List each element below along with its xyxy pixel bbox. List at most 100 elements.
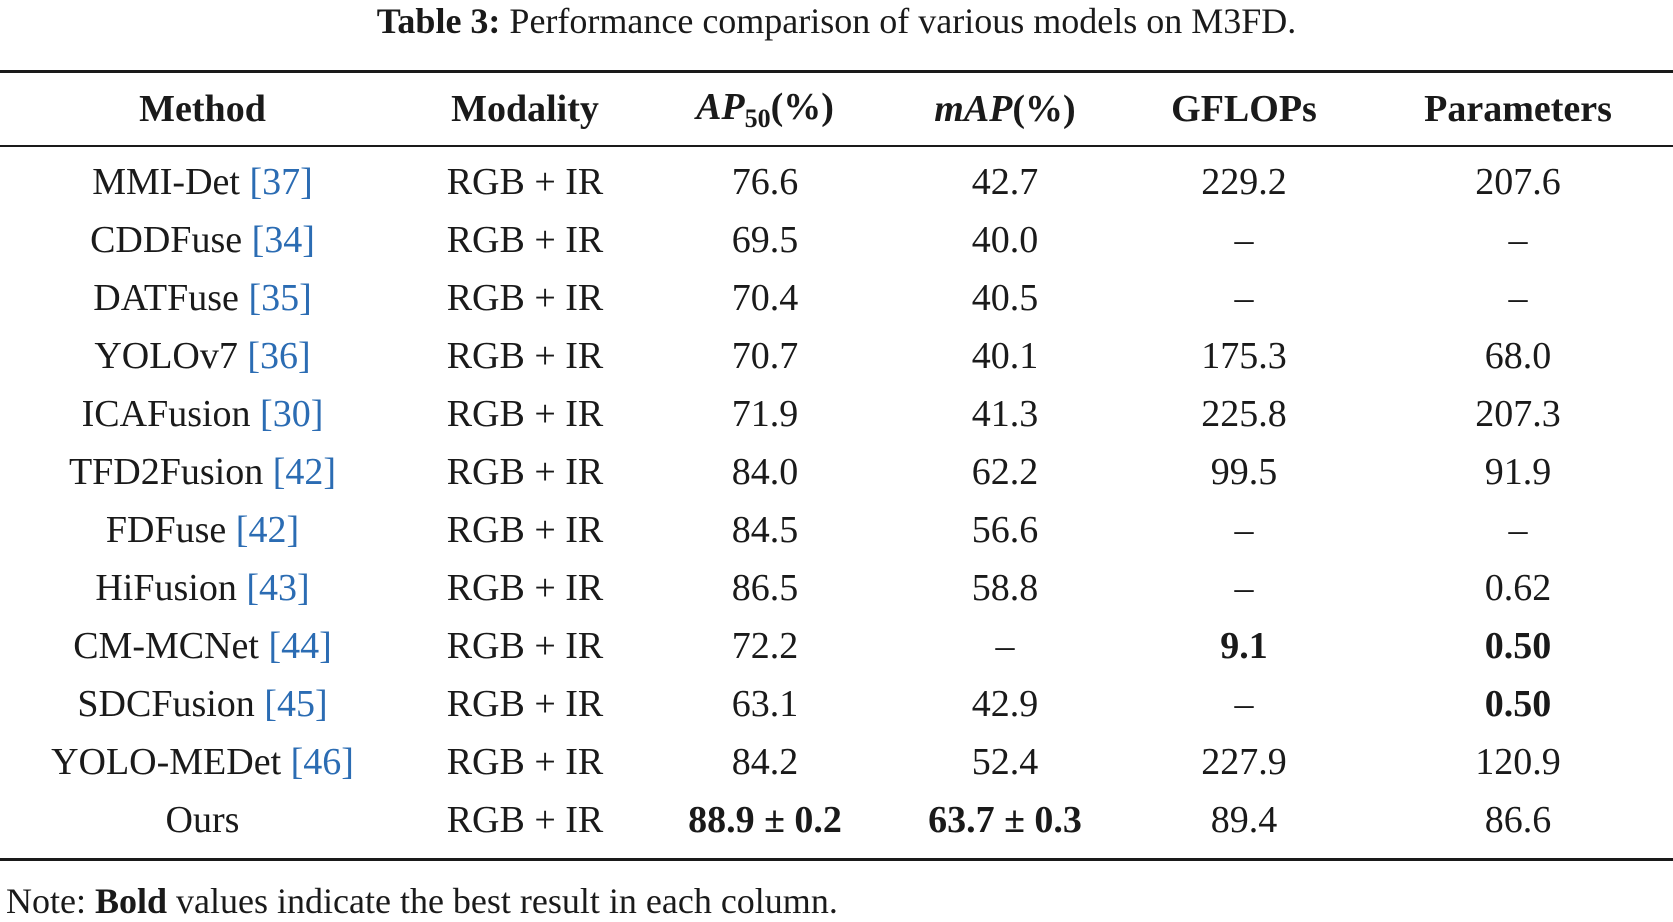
cell-ap50: 84.5 bbox=[731, 509, 799, 551]
cell-method: HiFusion [43] bbox=[0, 559, 405, 617]
method-name: HiFusion bbox=[95, 567, 237, 609]
cell-map: 40.0 bbox=[971, 219, 1039, 261]
cell-modality: RGB + IR bbox=[446, 509, 604, 551]
cell-method: ICAFusion [30] bbox=[0, 385, 405, 443]
cell-map: 52.4 bbox=[971, 741, 1039, 783]
cell-parameters: 68.0 bbox=[1484, 335, 1552, 377]
cell-modality: RGB + IR bbox=[446, 625, 604, 667]
cell-parameters: 0.62 bbox=[1484, 567, 1552, 609]
citation-link[interactable]: [42] bbox=[272, 451, 337, 493]
cell-method: YOLO-MEDet [46] bbox=[0, 733, 405, 791]
method-name: YOLO-MEDet bbox=[51, 741, 282, 783]
cell-gflops: – bbox=[1234, 219, 1254, 261]
citation-number: 43 bbox=[258, 567, 297, 609]
citation-number: 37 bbox=[262, 161, 301, 203]
citation-link[interactable]: [34] bbox=[251, 219, 315, 261]
cell-parameters: – bbox=[1508, 509, 1528, 551]
table-note: Note: Bold values indicate the best resu… bbox=[6, 880, 838, 922]
citation-link[interactable]: [46] bbox=[290, 741, 354, 783]
header-method: Method bbox=[139, 88, 266, 130]
citation-number: 45 bbox=[276, 683, 315, 725]
cell-method: DATFuse [35] bbox=[0, 269, 405, 327]
cell-gflops: 225.8 bbox=[1201, 393, 1287, 435]
cell-parameters: 91.9 bbox=[1484, 451, 1552, 493]
cell-gflops-best: 9.1 bbox=[1220, 625, 1268, 667]
method-name: SDCFusion bbox=[77, 683, 255, 725]
cell-gflops: 89.4 bbox=[1210, 799, 1278, 841]
cell-parameters: 120.9 bbox=[1475, 741, 1561, 783]
cell-ap50: 69.5 bbox=[731, 219, 799, 261]
table-row: YOLO-MEDet [46] RGB + IR 84.2 52.4 227.9… bbox=[0, 733, 1673, 791]
cell-modality: RGB + IR bbox=[446, 161, 604, 203]
caption-label: Table 3: bbox=[376, 1, 501, 41]
table-row: HiFusion [43] RGB + IR 86.5 58.8 – 0.62 bbox=[0, 559, 1673, 617]
cell-ap50: 71.9 bbox=[731, 393, 799, 435]
method-name: MMI-Det bbox=[92, 161, 240, 203]
method-name: CDDFuse bbox=[90, 219, 243, 261]
cell-modality: RGB + IR bbox=[446, 451, 604, 493]
citation-link[interactable]: [30] bbox=[260, 393, 324, 435]
cell-ap50: 84.2 bbox=[731, 741, 799, 783]
citation-link[interactable]: [43] bbox=[246, 567, 310, 609]
cell-map: 58.8 bbox=[971, 567, 1039, 609]
cell-parameters-best: 0.50 bbox=[1484, 625, 1552, 667]
table-row: MMI-Det [37] RGB + IR 76.6 42.7 229.2 20… bbox=[0, 145, 1673, 211]
header-map: mAP(%) bbox=[885, 73, 1125, 145]
citation-link[interactable]: [36] bbox=[247, 335, 311, 377]
cell-ap50: 70.7 bbox=[731, 335, 799, 377]
cell-map: 42.7 bbox=[971, 161, 1039, 203]
citation-link[interactable]: [35] bbox=[248, 277, 312, 319]
cell-method: MMI-Det [37] bbox=[0, 145, 405, 211]
cell-modality: RGB + IR bbox=[446, 277, 604, 319]
method-name: TFD2Fusion bbox=[68, 451, 264, 493]
cell-gflops: 99.5 bbox=[1210, 451, 1278, 493]
cell-method: FDFuse [42] bbox=[0, 501, 405, 559]
cell-gflops: 175.3 bbox=[1201, 335, 1287, 377]
citation-number: 44 bbox=[281, 625, 320, 667]
cell-modality: RGB + IR bbox=[446, 219, 604, 261]
citation-link[interactable]: [37] bbox=[249, 161, 313, 203]
cell-map: 41.3 bbox=[971, 393, 1039, 435]
cell-map: 40.5 bbox=[971, 277, 1039, 319]
cell-map: 40.1 bbox=[971, 335, 1039, 377]
cell-parameters: 86.6 bbox=[1484, 799, 1552, 841]
cell-gflops: – bbox=[1234, 567, 1254, 609]
cell-ap50: 70.4 bbox=[731, 277, 799, 319]
note-bold-word: Bold bbox=[94, 881, 168, 921]
citation-number: 42 bbox=[285, 451, 324, 493]
results-table: Method Modality AP50(%) mAP(%) GFLOPs Pa… bbox=[0, 73, 1673, 849]
header-parameters: Parameters bbox=[1424, 88, 1612, 130]
header-ap50: AP50(%) bbox=[645, 73, 885, 145]
note-prefix: Note: bbox=[6, 881, 86, 921]
method-name: YOLOv7 bbox=[94, 335, 238, 377]
cell-modality: RGB + IR bbox=[446, 683, 604, 725]
cell-ap50: 84.0 bbox=[731, 451, 799, 493]
header-gflops: GFLOPs bbox=[1171, 88, 1317, 130]
cell-modality: RGB + IR bbox=[446, 567, 604, 609]
cell-modality: RGB + IR bbox=[446, 335, 604, 377]
cell-method: YOLOv7 [36] bbox=[0, 327, 405, 385]
cell-ap50: 86.5 bbox=[731, 567, 799, 609]
citation-number: 34 bbox=[264, 219, 303, 261]
cell-method: CDDFuse [34] bbox=[0, 211, 405, 269]
cell-ap50: 72.2 bbox=[731, 625, 799, 667]
cell-map-best: 63.7 ± 0.3 bbox=[928, 799, 1082, 841]
citation-number: 42 bbox=[248, 509, 287, 551]
citation-link[interactable]: [44] bbox=[268, 625, 332, 667]
header-row: Method Modality AP50(%) mAP(%) GFLOPs Pa… bbox=[0, 73, 1673, 145]
cell-parameters: 207.3 bbox=[1475, 393, 1561, 435]
method-name: ICAFusion bbox=[81, 393, 251, 435]
citation-link[interactable]: [42] bbox=[235, 509, 300, 551]
table-row: ICAFusion [30] RGB + IR 71.9 41.3 225.8 … bbox=[0, 385, 1673, 443]
citation-link[interactable]: [45] bbox=[264, 683, 328, 725]
method-name: DATFuse bbox=[93, 277, 239, 319]
cell-map: 56.6 bbox=[971, 509, 1039, 551]
cell-gflops: – bbox=[1234, 277, 1254, 319]
table-caption: Table 3: Performance comparison of vario… bbox=[0, 0, 1673, 42]
cell-ap50-best: 88.9 ± 0.2 bbox=[688, 799, 842, 841]
cell-map: 62.2 bbox=[971, 451, 1039, 493]
cell-ap50: 76.6 bbox=[731, 161, 799, 203]
cell-map: – bbox=[995, 625, 1015, 667]
table-row: TFD2Fusion [42] RGB + IR 84.0 62.2 99.5 … bbox=[0, 443, 1673, 501]
citation-number: 30 bbox=[272, 393, 311, 435]
